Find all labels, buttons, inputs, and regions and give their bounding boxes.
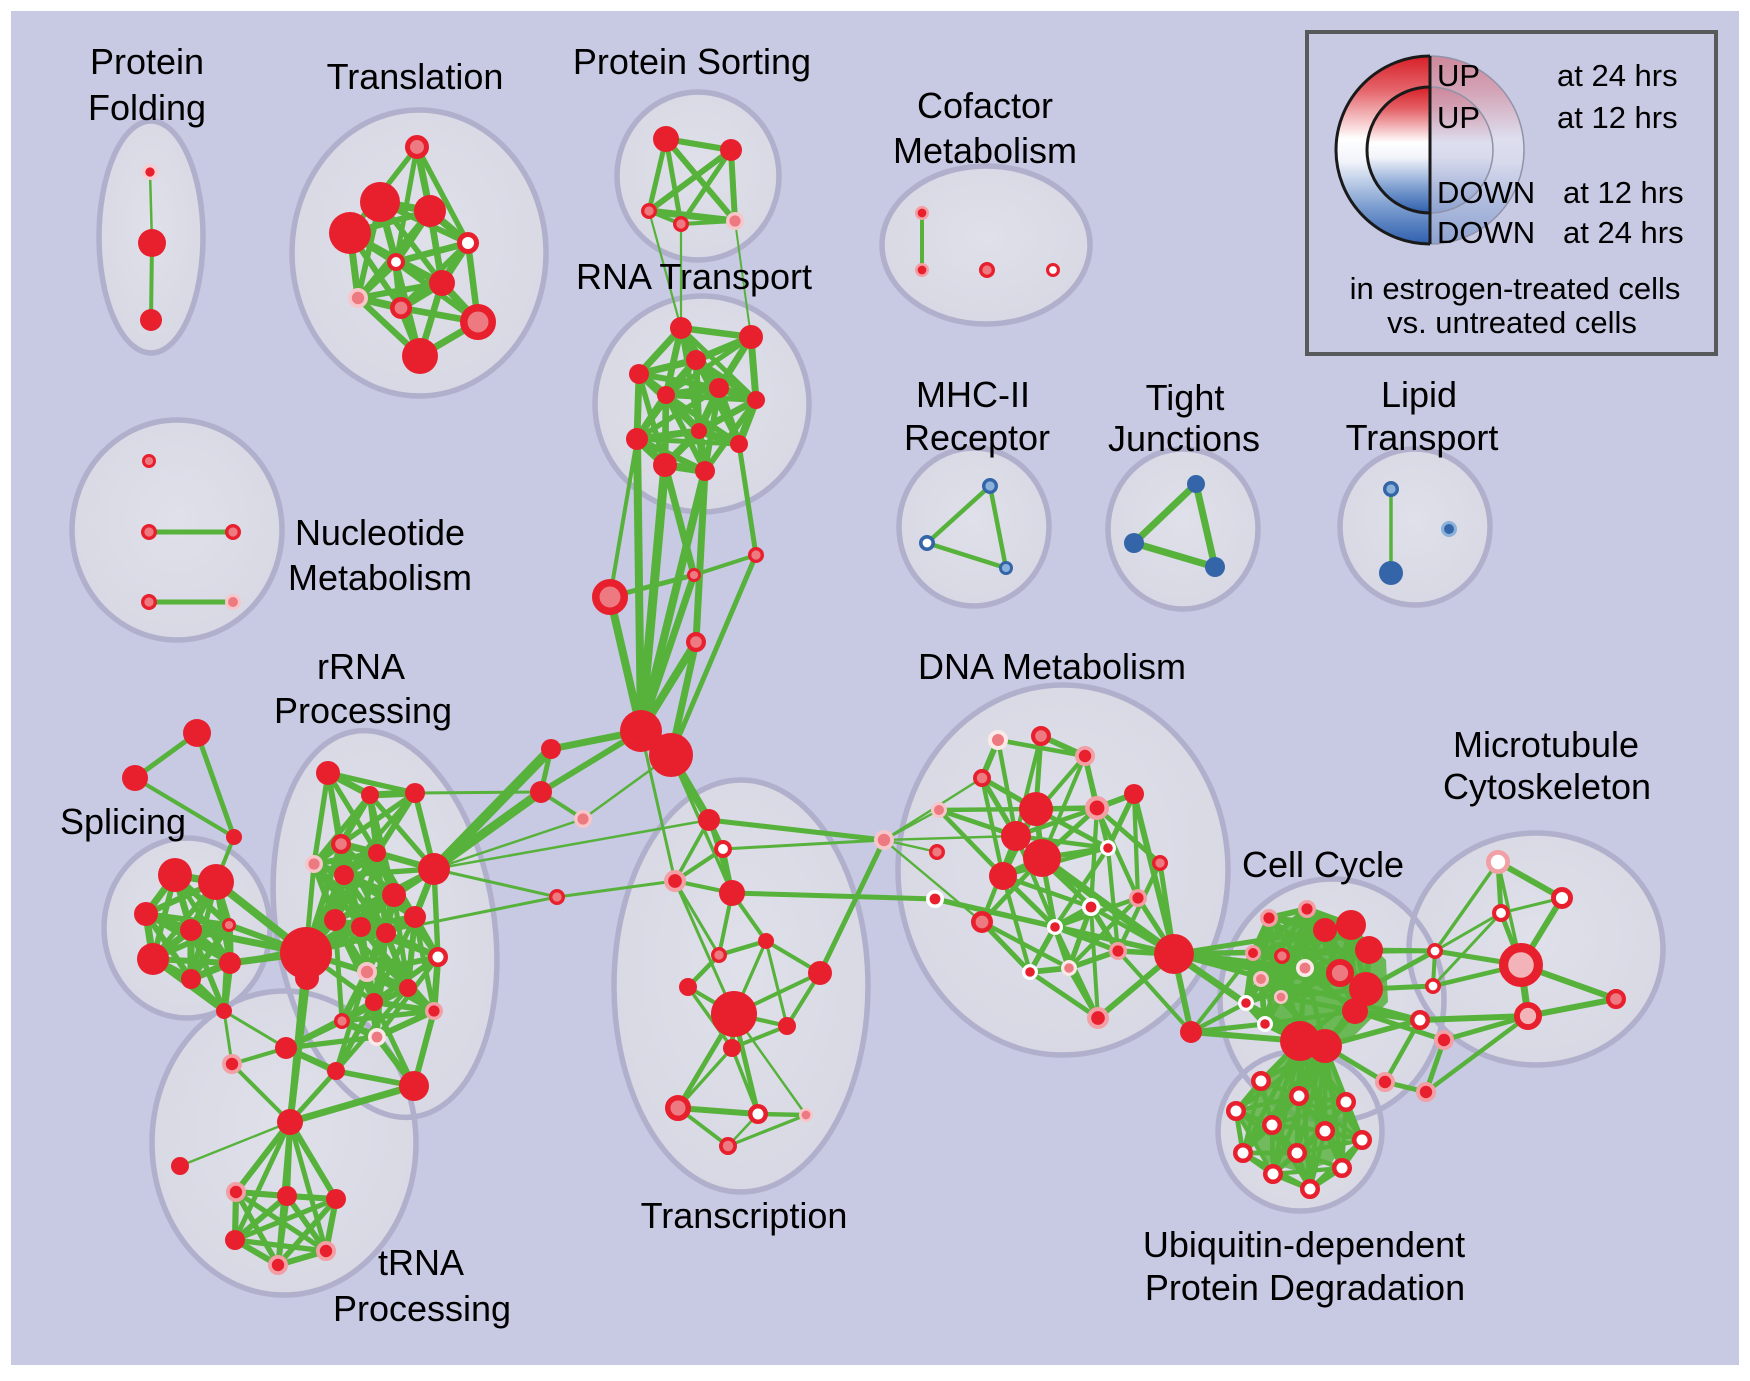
svg-text:at 24 hrs: at 24 hrs — [1563, 215, 1684, 250]
svg-text:Transport: Transport — [1346, 417, 1499, 458]
svg-text:Cofactor: Cofactor — [917, 85, 1053, 126]
svg-text:Microtubule: Microtubule — [1453, 724, 1639, 765]
svg-text:at 12 hrs: at 12 hrs — [1563, 175, 1684, 210]
svg-text:DOWN: DOWN — [1437, 215, 1535, 250]
svg-text:Metabolism: Metabolism — [893, 130, 1077, 171]
svg-text:Transcription: Transcription — [641, 1195, 848, 1236]
svg-text:vs. untreated cells: vs. untreated cells — [1387, 305, 1637, 340]
svg-text:tRNA: tRNA — [378, 1242, 464, 1283]
svg-text:Cell Cycle: Cell Cycle — [1242, 844, 1404, 885]
svg-text:at 24 hrs: at 24 hrs — [1557, 58, 1678, 93]
svg-text:Cytoskeleton: Cytoskeleton — [1443, 766, 1651, 807]
svg-text:RNA Transport: RNA Transport — [576, 256, 812, 297]
svg-text:Translation: Translation — [327, 56, 504, 97]
svg-text:MHC-II: MHC-II — [916, 374, 1030, 415]
svg-text:DNA Metabolism: DNA Metabolism — [918, 646, 1186, 687]
svg-text:Protein: Protein — [90, 41, 204, 82]
svg-text:UP: UP — [1437, 58, 1480, 93]
svg-text:UP: UP — [1437, 100, 1480, 135]
svg-text:Receptor: Receptor — [904, 417, 1050, 458]
svg-text:rRNA: rRNA — [317, 646, 405, 687]
svg-text:Folding: Folding — [88, 87, 206, 128]
svg-text:in estrogen-treated cells: in estrogen-treated cells — [1350, 271, 1681, 306]
svg-text:DOWN: DOWN — [1437, 175, 1535, 210]
svg-text:Nucleotide: Nucleotide — [295, 512, 465, 553]
svg-text:Protein Sorting: Protein Sorting — [573, 41, 811, 82]
svg-text:Processing: Processing — [274, 690, 452, 731]
svg-text:Metabolism: Metabolism — [288, 557, 472, 598]
svg-text:Junctions: Junctions — [1108, 418, 1260, 459]
svg-text:Protein Degradation: Protein Degradation — [1145, 1267, 1465, 1308]
svg-text:Tight: Tight — [1146, 377, 1225, 418]
svg-text:Ubiquitin-dependent: Ubiquitin-dependent — [1143, 1224, 1465, 1265]
svg-text:Splicing: Splicing — [60, 801, 186, 842]
svg-text:Processing: Processing — [333, 1288, 511, 1329]
svg-text:Lipid: Lipid — [1381, 374, 1457, 415]
svg-text:at 12 hrs: at 12 hrs — [1557, 100, 1678, 135]
